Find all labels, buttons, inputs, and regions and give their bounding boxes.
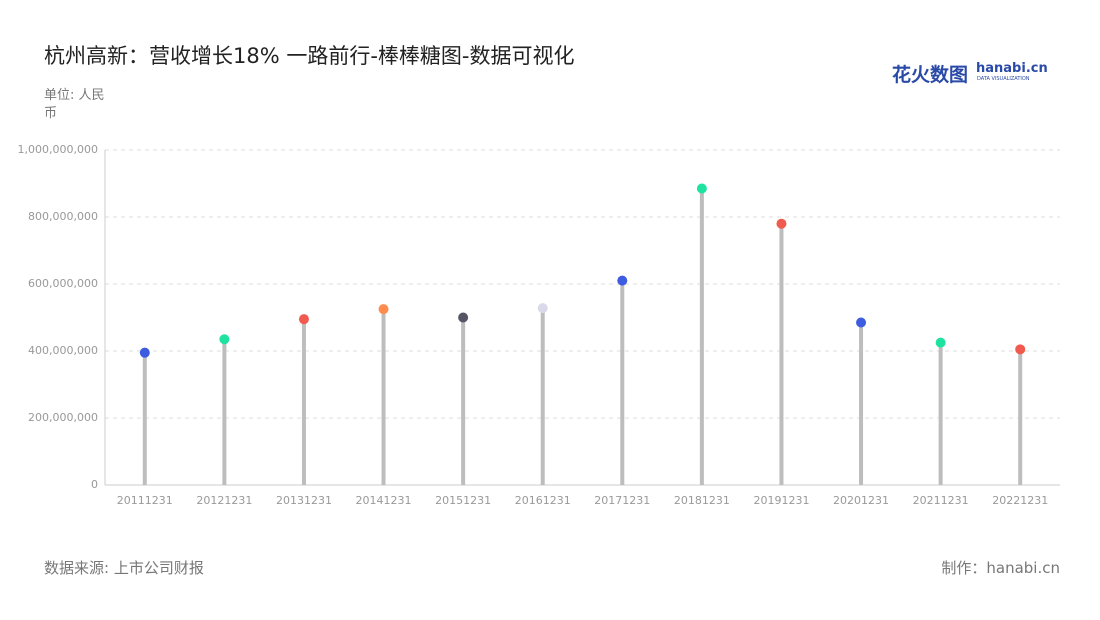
x-tick-label: 20191231 [753,494,809,507]
x-tick-label: 20221231 [992,494,1048,507]
y-tick-label: 1,000,000,000 [18,143,98,156]
dot [378,304,389,315]
unit-label: 单位: 人民币 [44,88,105,121]
dot [219,334,230,345]
x-tick-label: 20201231 [833,494,889,507]
dot [776,218,787,229]
x-tick-label: 20111231 [117,494,173,507]
y-tick-label: 800,000,000 [28,210,98,223]
x-tick-label: 20131231 [276,494,332,507]
x-tick-label: 20161231 [515,494,571,507]
credit: 制作：hanabi.cn [941,559,1060,577]
chart-title: 杭州高新：营收增长18% 一路前行-棒棒糖图-数据可视化 [44,44,575,68]
logo-en: hanabi.cn [976,61,1048,76]
x-tick-label: 20211231 [913,494,969,507]
dot [537,303,548,314]
x-tick-label: 20181231 [674,494,730,507]
dot [935,337,946,348]
dot [696,183,707,194]
x-tick-label: 20171231 [594,494,650,507]
dot [856,317,867,328]
y-tick-label: 400,000,000 [28,344,98,357]
x-tick-label: 20121231 [196,494,252,507]
x-tick-label: 20141231 [356,494,412,507]
source: 数据来源: 上市公司财报 [44,559,204,577]
dot [139,347,150,358]
y-tick-label: 600,000,000 [28,277,98,290]
y-tick-label: 0 [91,478,98,491]
dot [617,275,628,286]
dot [298,314,309,325]
logo-sub: DATA VISUALIZATION [977,76,1030,82]
y-tick-label: 200,000,000 [28,411,98,424]
dot [458,312,469,323]
dot [1015,344,1026,355]
logo-cn: 花火数图 [892,64,969,86]
x-tick-label: 20151231 [435,494,491,507]
